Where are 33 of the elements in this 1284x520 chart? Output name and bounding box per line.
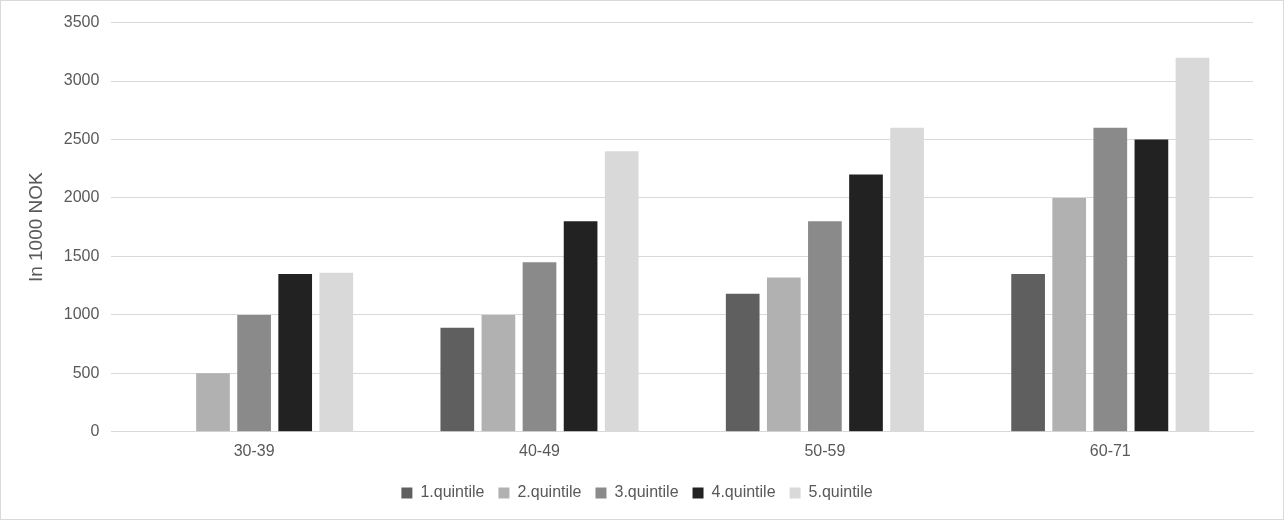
bar	[237, 314, 271, 432]
y-tick-label: 3000	[63, 71, 100, 89]
bar	[849, 174, 883, 432]
x-tick-label: 60-71	[1089, 441, 1131, 459]
x-tick-label: 40-49	[519, 441, 561, 459]
x-tick-label: 30-39	[233, 441, 275, 459]
y-axis-title: In 1000 NOK	[24, 171, 46, 283]
legend-label: 5.quintile	[808, 483, 873, 501]
bar	[1011, 273, 1045, 432]
y-tick-label: 1000	[63, 305, 100, 323]
bar	[278, 273, 313, 432]
bar	[481, 314, 516, 432]
bar	[440, 327, 475, 432]
bar	[1093, 127, 1128, 432]
legend-label: 4.quintile	[711, 483, 776, 501]
bar	[563, 221, 598, 432]
bar	[196, 373, 230, 432]
bar	[766, 277, 801, 432]
bar	[725, 293, 760, 432]
y-tick-label: 0	[90, 422, 100, 440]
bar	[1052, 197, 1087, 432]
bar	[808, 221, 842, 432]
legend-label: 3.quintile	[614, 483, 679, 501]
y-tick-label: 2000	[63, 188, 100, 206]
legend-label: 1.quintile	[420, 483, 485, 501]
y-tick-label: 3500	[63, 13, 100, 31]
y-tick-label: 1500	[63, 246, 100, 264]
y-tick-label: 2500	[63, 129, 100, 147]
y-tick-label: 500	[72, 363, 100, 381]
bar	[1134, 139, 1169, 432]
legend-label: 2.quintile	[517, 483, 582, 501]
x-tick-label: 50-59	[804, 441, 846, 459]
bar	[522, 262, 557, 432]
